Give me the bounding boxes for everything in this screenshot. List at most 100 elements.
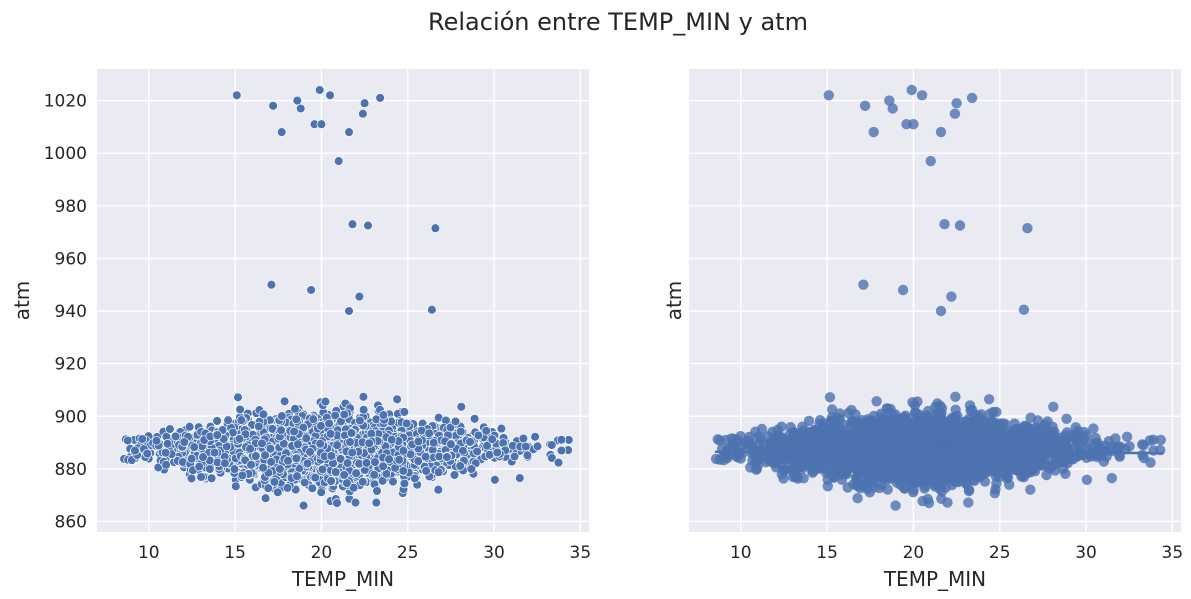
- data-point: [918, 476, 928, 486]
- data-point: [488, 435, 497, 444]
- data-point: [531, 432, 540, 441]
- data-point: [474, 431, 483, 440]
- data-point: [456, 427, 465, 436]
- data-point: [451, 417, 460, 426]
- y-tick-label: 900: [55, 407, 87, 427]
- data-point: [166, 425, 175, 434]
- outlier-point: [326, 91, 335, 100]
- data-point: [333, 499, 342, 508]
- data-point: [221, 459, 230, 468]
- data-point: [871, 396, 881, 406]
- data-point: [195, 462, 204, 471]
- data-point: [908, 487, 918, 497]
- data-point: [267, 458, 276, 467]
- data-point: [309, 415, 318, 424]
- data-point: [827, 404, 837, 414]
- data-point: [300, 478, 309, 487]
- outlier-point: [307, 286, 316, 295]
- data-point: [331, 468, 340, 477]
- data-point: [557, 435, 566, 444]
- data-point: [815, 415, 825, 425]
- data-point: [421, 452, 430, 461]
- data-point: [152, 436, 161, 445]
- data-point: [258, 439, 267, 448]
- data-point: [422, 467, 431, 476]
- data-point: [318, 465, 327, 474]
- data-point: [351, 498, 360, 507]
- x-tick-label: 10: [138, 543, 160, 563]
- data-point: [523, 451, 532, 460]
- data-point: [372, 498, 381, 507]
- data-point: [963, 497, 973, 507]
- outlier-point: [348, 220, 357, 229]
- data-point: [237, 416, 246, 425]
- data-point: [162, 460, 171, 469]
- y-tick-label: 860: [55, 512, 87, 532]
- y-tick-label: 1000: [44, 144, 87, 164]
- outlier-point: [296, 104, 305, 113]
- data-point: [434, 485, 443, 494]
- y-tick-label: 920: [55, 355, 87, 375]
- data-point: [185, 422, 194, 431]
- data-point: [359, 392, 368, 401]
- data-point: [447, 440, 456, 449]
- data-point: [362, 459, 371, 468]
- data-point: [276, 465, 285, 474]
- outlier-point: [267, 280, 276, 289]
- data-point: [715, 435, 725, 445]
- outlier-point: [359, 109, 368, 118]
- data-point: [303, 459, 312, 468]
- data-point: [207, 474, 216, 483]
- data-point: [434, 468, 443, 477]
- data-point: [402, 419, 411, 428]
- data-point: [259, 463, 268, 472]
- data-point: [358, 477, 367, 486]
- data-point: [521, 442, 530, 451]
- data-point: [984, 394, 994, 404]
- data-point: [924, 498, 934, 508]
- outlier-point: [317, 120, 326, 129]
- data-point: [993, 418, 1003, 428]
- data-point: [187, 454, 196, 463]
- data-point: [343, 459, 352, 468]
- data-point: [1041, 470, 1051, 480]
- data-point: [199, 453, 208, 462]
- data-point: [865, 487, 875, 497]
- data-point: [510, 452, 519, 461]
- x-tick-label: 25: [397, 543, 419, 563]
- data-point: [547, 441, 556, 450]
- data-point: [163, 439, 172, 448]
- data-point: [457, 402, 466, 411]
- data-point: [347, 429, 356, 438]
- data-point: [400, 408, 409, 417]
- data-point: [950, 477, 960, 487]
- data-point: [326, 430, 335, 439]
- data-point: [370, 470, 379, 479]
- data-point: [393, 395, 402, 404]
- data-point: [467, 465, 476, 474]
- data-point: [231, 482, 240, 491]
- data-point: [852, 493, 862, 503]
- y-tick-label: 940: [55, 302, 87, 322]
- data-point: [294, 440, 303, 449]
- outlier-point: [269, 101, 278, 110]
- outlier-point: [431, 224, 440, 233]
- data-point: [161, 448, 170, 457]
- data-point: [234, 393, 243, 402]
- outlier-point: [364, 221, 373, 230]
- data-point: [798, 473, 808, 483]
- right-regplot-panel: 10 15 20 25 30 35 TEMP_MIN atm: [662, 69, 1183, 591]
- left-y-axis-label: atm: [10, 281, 34, 321]
- data-point: [399, 467, 408, 476]
- y-tick-label: 880: [55, 460, 87, 480]
- data-point: [399, 446, 408, 455]
- data-point: [429, 438, 438, 447]
- data-point: [333, 441, 342, 450]
- data-point: [991, 407, 1001, 417]
- data-point: [348, 448, 357, 457]
- data-point: [729, 434, 739, 444]
- data-point: [210, 448, 219, 457]
- data-point: [743, 436, 753, 446]
- data-point: [387, 435, 396, 444]
